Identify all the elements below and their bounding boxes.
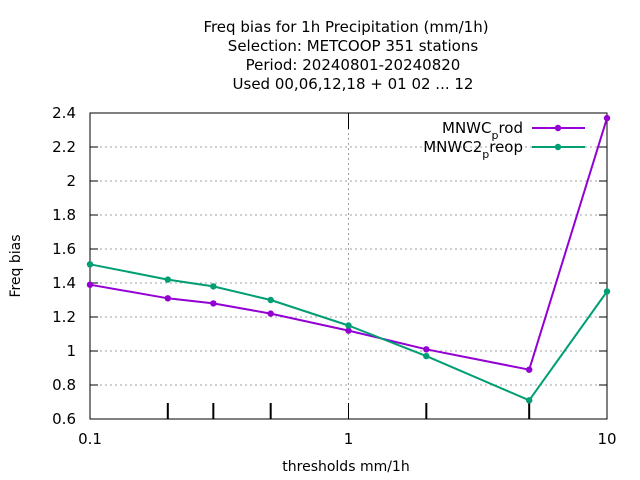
legend-label-0: MNWCprod	[442, 119, 523, 142]
y-tick-label: 1.2	[52, 308, 76, 326]
data-point-0	[345, 327, 352, 334]
data-point-0	[423, 346, 430, 353]
data-point-1	[423, 352, 430, 360]
series-lines	[86, 114, 611, 404]
data-point-1	[86, 261, 94, 268]
axis-ticks: 0.6 0.8 1 1.2 1.4 1.6 1.8 2 2.2 2.4 0.1 1 10	[52, 104, 616, 448]
data-point-0	[86, 281, 94, 288]
legend-marker-0	[554, 124, 562, 132]
legend-label-1: MNWC2preop	[423, 138, 523, 161]
y-tick-label: 2.4	[52, 104, 76, 122]
y-tick-label: 1.4	[52, 274, 76, 292]
y-tick-label: 0.8	[52, 376, 76, 394]
series-line-1	[89, 263, 608, 402]
data-point-0	[210, 300, 217, 307]
x-tick-label: 1	[344, 430, 354, 448]
y-axis-label: Freq bias	[8, 234, 24, 297]
data-point-1	[525, 397, 533, 404]
data-point-0	[164, 295, 172, 302]
data-point-1	[164, 276, 172, 283]
data-point-0	[603, 114, 611, 122]
x-axis-label: thresholds mm/1h	[282, 459, 409, 475]
y-tick-label: 2.2	[52, 138, 76, 156]
title-line-3: Period: 20240801-20240820	[246, 56, 461, 74]
data-point-1	[603, 288, 611, 295]
data-point-0	[525, 366, 533, 373]
y-tick-label: 1.6	[52, 240, 76, 258]
data-point-1	[345, 322, 352, 329]
legend-marker-1	[554, 143, 562, 151]
chart-title: Freq bias for 1h Precipitation (mm/1h) S…	[203, 18, 488, 93]
grid	[90, 113, 607, 419]
y-tick-label: 0.6	[52, 410, 76, 428]
y-tick-label: 1	[66, 342, 76, 360]
title-line-2: Selection: METCOOP 351 stations	[228, 37, 479, 55]
data-point-1	[267, 296, 274, 304]
series-line-0	[89, 117, 608, 371]
x-tick-label: 0.1	[78, 430, 102, 448]
title-line-1: Freq bias for 1h Precipitation (mm/1h)	[203, 18, 488, 36]
y-tick-label: 2	[66, 172, 76, 190]
title-line-4: Used 00,06,12,18 + 01 02 ... 12	[233, 75, 474, 93]
data-point-0	[267, 310, 274, 317]
y-tick-label: 1.8	[52, 206, 76, 224]
data-point-1	[210, 283, 217, 290]
x-tick-label: 10	[597, 430, 616, 448]
